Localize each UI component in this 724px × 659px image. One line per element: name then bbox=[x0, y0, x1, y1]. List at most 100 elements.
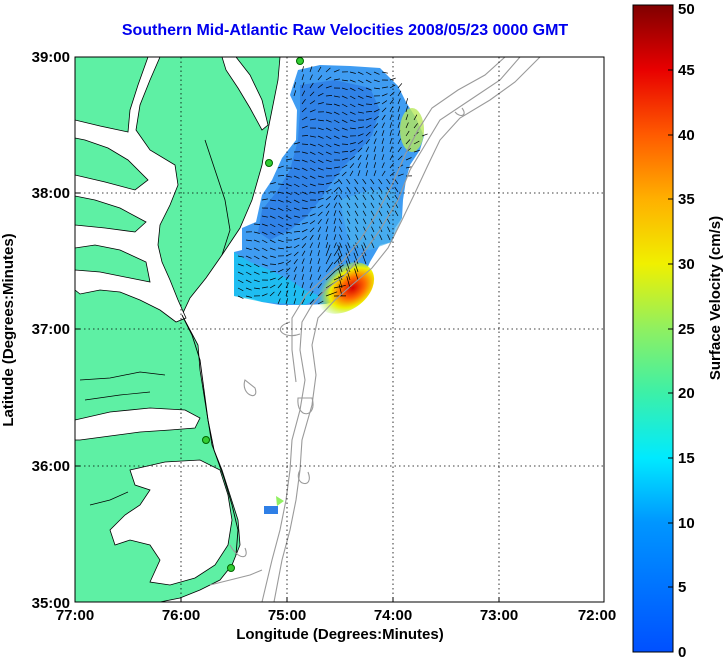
velocity-arrow bbox=[405, 122, 409, 129]
velocity-arrow bbox=[347, 226, 351, 233]
velocity-arrow bbox=[317, 300, 324, 305]
coastline-south bbox=[181, 314, 239, 556]
velocity-arrow bbox=[301, 82, 305, 89]
velocity-arrow bbox=[333, 202, 337, 209]
velocity-arrow bbox=[333, 119, 340, 124]
velocity-arrow bbox=[346, 268, 351, 281]
velocity-arrow bbox=[338, 210, 343, 217]
velocity-arrow bbox=[354, 178, 359, 185]
y-axis-label: Latitude (Degrees:Minutes) bbox=[0, 233, 17, 426]
velocity-arrow bbox=[269, 231, 276, 236]
velocity-arrow bbox=[301, 66, 304, 73]
velocity-arrow bbox=[293, 175, 300, 179]
velocity-arrow bbox=[363, 234, 367, 241]
velocity-arrow bbox=[253, 271, 260, 275]
velocity-arrow bbox=[325, 127, 332, 132]
velocity-arrow bbox=[413, 149, 420, 153]
velocity-arrow bbox=[337, 260, 343, 273]
velocity-arrow bbox=[346, 218, 351, 225]
velocity-arrow bbox=[301, 258, 305, 265]
velocity-arrow bbox=[373, 108, 380, 113]
velocity-arrow bbox=[285, 175, 292, 178]
colorbar-tick-label: 0 bbox=[678, 644, 686, 659]
velocity-arrow bbox=[285, 231, 292, 234]
velocity-arrow bbox=[317, 102, 324, 105]
velocity-arrow bbox=[389, 114, 393, 121]
velocity-arrow bbox=[373, 87, 380, 90]
velocity-arrow bbox=[293, 82, 296, 89]
velocity-arrow bbox=[397, 122, 401, 129]
velocity-arrow bbox=[389, 98, 394, 105]
velocity-arrow bbox=[237, 287, 244, 292]
velocity-arrow bbox=[245, 279, 252, 284]
velocity-arrow bbox=[293, 199, 300, 204]
velocity-arrow bbox=[389, 122, 393, 129]
colorbar-tick-label: 20 bbox=[678, 385, 695, 402]
velocity-arrow bbox=[389, 91, 395, 97]
velocity-arrow bbox=[370, 202, 375, 209]
velocity-arrow bbox=[341, 95, 348, 99]
velocity-arrow bbox=[309, 66, 313, 73]
velocity-arrow bbox=[317, 159, 324, 164]
x-axis-label: Longitude (Degrees:Minutes) bbox=[236, 626, 444, 643]
velocity-arrow bbox=[309, 220, 316, 225]
velocity-arrow bbox=[373, 130, 378, 137]
velocity-arrow bbox=[261, 271, 268, 274]
velocity-arrow bbox=[309, 274, 313, 281]
velocity-arrow bbox=[301, 125, 308, 129]
velocity-arrow bbox=[333, 234, 337, 241]
velocity-arrow bbox=[285, 267, 291, 273]
velocity-arrow bbox=[362, 210, 367, 217]
velocity-arrow bbox=[317, 211, 323, 217]
velocity-arrow bbox=[301, 74, 305, 81]
velocity-arrow bbox=[317, 283, 322, 289]
velocity-arrow bbox=[365, 170, 368, 177]
velocity-arrow bbox=[397, 138, 402, 145]
velocity-arrow bbox=[370, 194, 375, 201]
velocity-arrow bbox=[338, 186, 343, 193]
velocity-arrow bbox=[370, 186, 375, 193]
velocity-arrow bbox=[349, 163, 355, 169]
velocity-arrow bbox=[277, 276, 283, 281]
velocity-arrow bbox=[333, 95, 340, 98]
velocity-arrow bbox=[333, 218, 337, 225]
velocity-arrow bbox=[379, 234, 383, 241]
velocity-arrow bbox=[309, 258, 313, 265]
velocity-arrow bbox=[362, 194, 367, 201]
velocity-arrow bbox=[341, 111, 348, 116]
velocity-arrow bbox=[269, 284, 276, 289]
velocity-arrow bbox=[349, 95, 356, 100]
velocity-arrow bbox=[361, 244, 367, 257]
velocity-arrow bbox=[389, 163, 394, 169]
velocity-arrow bbox=[373, 123, 379, 129]
velocity-arrow bbox=[338, 194, 343, 201]
velocity-arrow bbox=[333, 135, 340, 139]
colorbar-tick-label: 50 bbox=[678, 1, 695, 18]
velocity-vectors bbox=[237, 66, 428, 305]
velocity-arrow bbox=[349, 142, 356, 145]
velocity-arrow bbox=[397, 173, 404, 177]
velocity-arrow bbox=[397, 90, 402, 97]
velocity-arrow bbox=[397, 130, 401, 137]
velocity-arrow bbox=[301, 199, 308, 203]
velocity-arrow bbox=[237, 271, 244, 275]
velocity-arrow bbox=[354, 218, 359, 225]
velocity-arrow bbox=[269, 247, 276, 251]
velocity-arrow bbox=[365, 146, 370, 153]
velocity-arrow bbox=[237, 279, 244, 284]
colorbar-tick-label: 10 bbox=[678, 515, 695, 532]
velocity-arrow bbox=[293, 183, 300, 188]
velocity-arrow bbox=[371, 226, 375, 233]
velocity-arrow bbox=[397, 114, 400, 121]
velocity-arrow bbox=[421, 133, 428, 137]
velocity-arrow bbox=[253, 255, 260, 260]
velocity-arrow bbox=[325, 218, 329, 225]
velocity-arrow bbox=[365, 103, 373, 105]
velocity-arrow bbox=[293, 298, 297, 305]
velocity-arrow bbox=[378, 186, 383, 193]
velocity-arrow bbox=[413, 140, 420, 145]
velocity-arrow bbox=[357, 162, 361, 169]
velocity-arrow bbox=[333, 180, 340, 185]
velocity-arrow bbox=[261, 231, 268, 235]
